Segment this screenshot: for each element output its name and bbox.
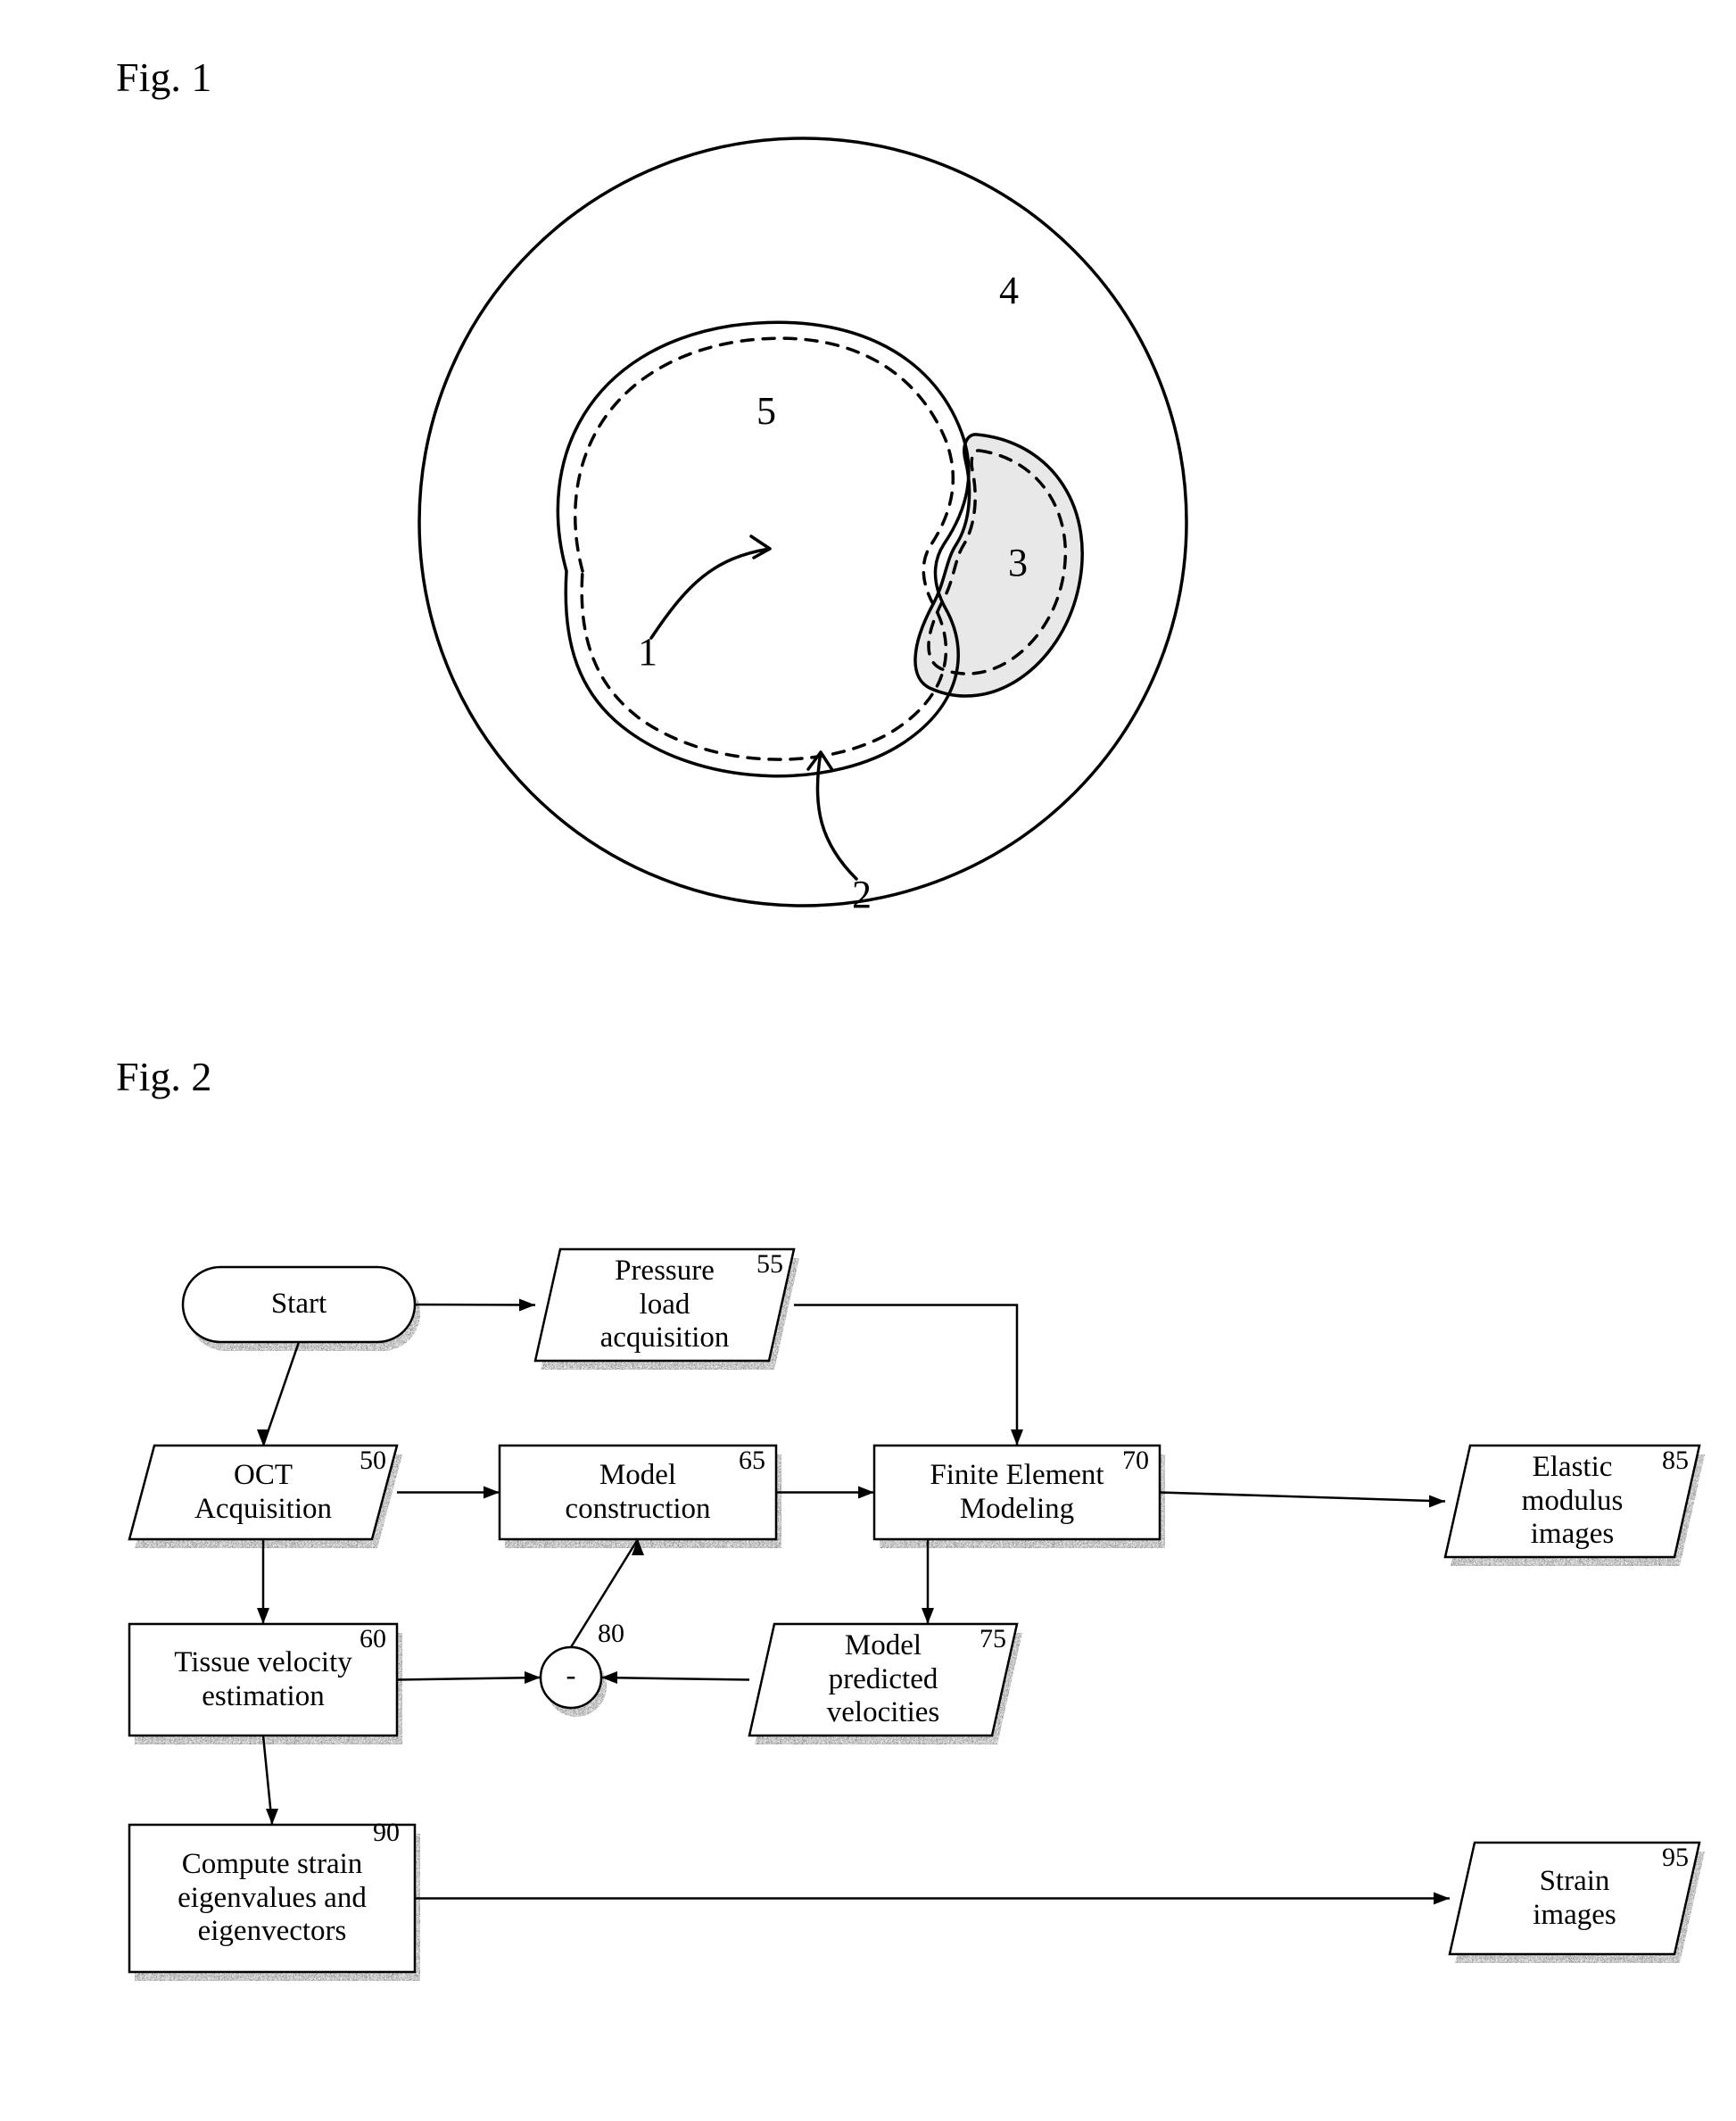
fig2-flowchart: StartPressureloadacquisition55OCTAcquisi…	[36, 1231, 1736, 2039]
svg-text:1: 1	[638, 630, 657, 674]
svg-text:50: 50	[360, 1446, 386, 1475]
svg-text:3: 3	[1008, 541, 1028, 584]
svg-text:-: -	[566, 1660, 576, 1692]
svg-text:4: 4	[999, 269, 1019, 312]
svg-text:80: 80	[598, 1619, 624, 1648]
svg-text:95: 95	[1662, 1843, 1689, 1872]
svg-text:55: 55	[756, 1249, 783, 1279]
svg-text:90: 90	[373, 1818, 400, 1847]
svg-text:70: 70	[1122, 1446, 1149, 1475]
fig1-diagram: 1 2 3 4 5	[268, 103, 1338, 999]
svg-text:65: 65	[739, 1446, 765, 1475]
page: Fig. 1 1 2 3 4 5 Fig. 2 StartPressureloadacq…	[0, 0, 1736, 2121]
svg-text:85: 85	[1662, 1446, 1689, 1475]
fig1-caption: Fig. 1	[116, 54, 211, 101]
fig2-caption: Fig. 2	[116, 1053, 211, 1100]
svg-text:5: 5	[756, 389, 776, 433]
svg-text:60: 60	[360, 1624, 386, 1653]
svg-text:75: 75	[980, 1624, 1006, 1653]
svg-text:2: 2	[852, 873, 872, 916]
